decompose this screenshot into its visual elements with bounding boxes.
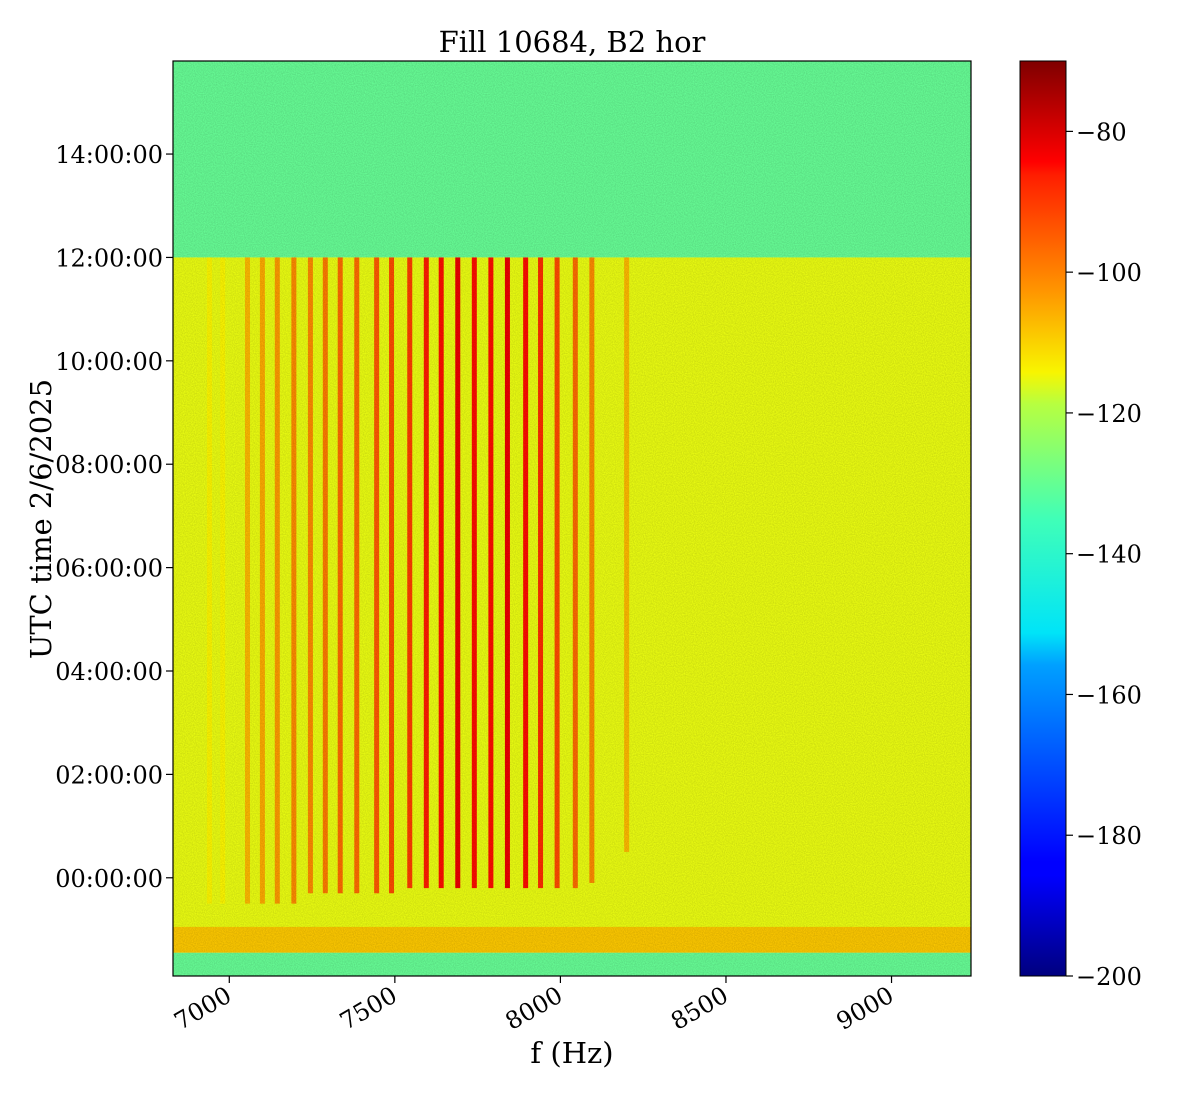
colorbar-tick-label: −100	[1076, 259, 1142, 287]
y-axis-label: UTC time 2/6/2025	[24, 379, 58, 659]
colorbar-tick-label: −120	[1076, 400, 1142, 428]
y-tick-label: 08:00:00	[55, 451, 163, 479]
chart-title: Fill 10684, B2 hor	[439, 25, 706, 59]
y-tick-label: 02:00:00	[55, 761, 163, 789]
x-tick-label: 7000	[169, 981, 236, 1036]
colorbar-tick-label: −140	[1076, 541, 1142, 569]
x-axis: 7000 7500 8000 8500 9000	[169, 976, 899, 1036]
spectrogram-plot	[173, 61, 971, 976]
y-tick-label: 10:00:00	[55, 348, 163, 376]
y-tick-label: 14:00:00	[55, 141, 163, 169]
y-axis: 00:00:00 02:00:00 04:00:00 06:00:00 08:00:00…	[55, 141, 173, 893]
x-axis-label: f (Hz)	[530, 1036, 613, 1070]
x-tick-label: 8500	[666, 981, 733, 1036]
x-tick-label: 9000	[832, 981, 899, 1036]
y-tick-label: 12:00:00	[55, 244, 163, 272]
noise-texture	[173, 61, 971, 976]
y-tick-label: 04:00:00	[55, 658, 163, 686]
y-tick-label: 06:00:00	[55, 555, 163, 583]
colorbar-tick-label: −200	[1076, 963, 1142, 991]
colorbar-tick-label: −80	[1076, 118, 1127, 146]
plot-frame	[172, 60, 972, 977]
colorbar	[1019, 60, 1067, 977]
x-tick-label: 8000	[501, 981, 568, 1036]
colorbar-axis: −80 −100 −120 −140 −160 −180 −200	[1066, 118, 1142, 991]
colorbar-tick-label: −160	[1076, 681, 1142, 709]
colorbar-tick-label: −180	[1076, 822, 1142, 850]
x-tick-label: 7500	[335, 981, 402, 1036]
y-tick-label: 00:00:00	[55, 865, 163, 893]
